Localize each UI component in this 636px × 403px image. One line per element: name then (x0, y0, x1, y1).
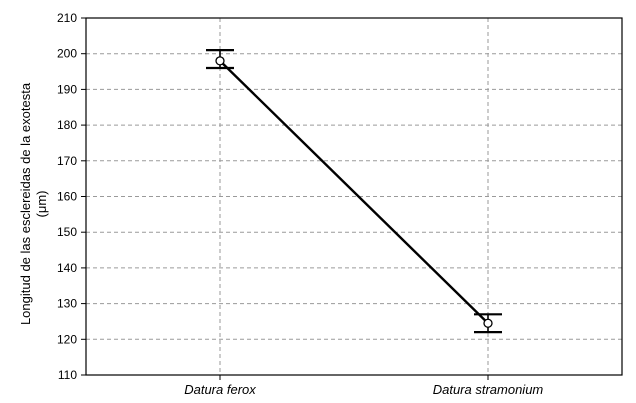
y-axis-label-line: (μm) (34, 191, 49, 218)
y-tick-label: 120 (57, 332, 77, 346)
y-tick-label: 190 (57, 82, 77, 96)
y-axis-label: Longitud de las esclereidas de la exotes… (18, 82, 49, 325)
data-series (206, 49, 502, 334)
grid-lines (86, 18, 622, 375)
y-tick-label: 170 (57, 154, 77, 168)
y-axis-label-line: Longitud de las esclereidas de la exotes… (18, 82, 33, 325)
y-tick-label: 110 (58, 368, 77, 382)
y-tick-label: 180 (57, 118, 77, 132)
series-line (219, 59, 489, 325)
data-point (483, 318, 493, 328)
y-tick-label: 210 (57, 11, 77, 25)
data-point (215, 56, 225, 66)
x-tick-label: Datura ferox (184, 382, 256, 397)
y-tick-label: 200 (57, 47, 77, 61)
y-tick-label: 150 (57, 225, 77, 239)
y-tick-label: 140 (57, 261, 77, 275)
y-axis: 110 120 130 140 150 160 170 180 190 200 210 (57, 11, 86, 382)
x-axis: Datura ferox Datura stramonium (184, 375, 543, 397)
y-tick-label: 130 (57, 297, 77, 311)
x-tick-label: Datura stramonium (433, 382, 544, 397)
y-tick-label: 160 (57, 190, 77, 204)
